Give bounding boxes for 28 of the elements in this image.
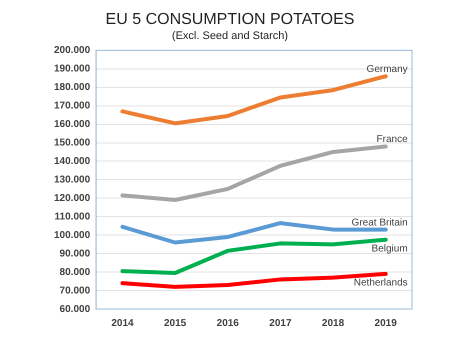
y-tick-label: 70.000 — [60, 285, 91, 296]
y-tick-label: 190.000 — [54, 64, 91, 75]
y-tick-label: 60.000 — [60, 304, 91, 315]
y-tick-label: 120.000 — [54, 192, 91, 204]
series-label: Netherlands — [354, 278, 408, 289]
series-label: Great Britain — [352, 217, 408, 228]
x-tick-label: 2016 — [216, 318, 240, 329]
y-tick-label: 130.000 — [54, 174, 91, 186]
y-tick-label: 200.000 — [54, 45, 91, 56]
y-tick-label: 150.000 — [54, 138, 91, 149]
series-label: Belgium — [372, 243, 408, 254]
y-tick-label: 180.000 — [54, 82, 91, 94]
x-tick-label: 2015 — [164, 318, 187, 329]
chart-title: EU 5 CONSUMPTION POTATOES — [106, 11, 354, 28]
y-tick-label: 90.000 — [60, 248, 91, 260]
y-tick-label: 140.000 — [54, 156, 91, 167]
series-label: France — [376, 134, 408, 146]
series-label: Germany — [366, 64, 408, 76]
y-tick-label: 160.000 — [54, 119, 91, 130]
y-tick-label: 80.000 — [60, 266, 91, 278]
chart-subtitle: (Excl. Seed and Starch) — [172, 30, 288, 42]
y-tick-label: 100.000 — [54, 230, 91, 241]
x-tick-label: 2014 — [111, 318, 134, 329]
x-tick-label: 2017 — [269, 318, 292, 329]
y-tick-label: 110.000 — [54, 211, 91, 222]
x-tick-label: 2019 — [374, 318, 398, 329]
y-tick-label: 170.000 — [54, 100, 91, 112]
x-tick-label: 2018 — [322, 318, 345, 329]
